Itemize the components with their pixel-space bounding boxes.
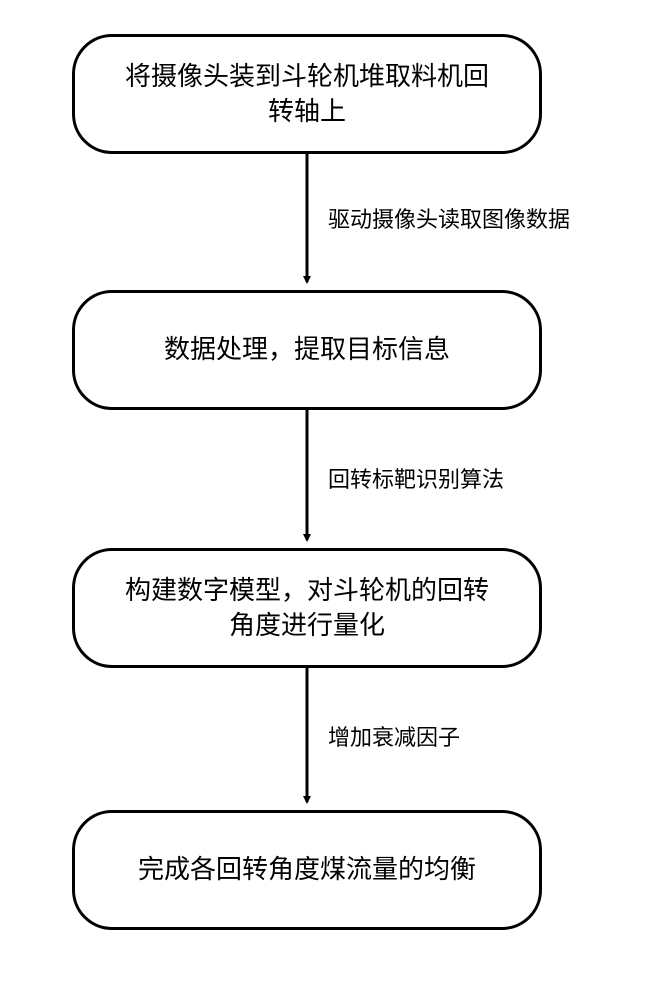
node-4-text: 完成各回转角度煤流量的均衡 (138, 852, 476, 887)
node-2-text: 数据处理，提取目标信息 (164, 332, 450, 367)
edge-1-label: 驱动摄像头读取图像数据 (328, 202, 570, 234)
edge-2-label: 回转标靶识别算法 (328, 462, 504, 494)
node-1: 将摄像头装到斗轮机堆取料机回转轴上 (72, 34, 542, 154)
node-1-text: 将摄像头装到斗轮机堆取料机回转轴上 (125, 59, 489, 129)
node-3-text: 构建数字模型，对斗轮机的回转角度进行量化 (125, 573, 489, 643)
edge-3-label: 增加衰减因子 (328, 720, 460, 752)
node-4: 完成各回转角度煤流量的均衡 (72, 810, 542, 930)
node-3: 构建数字模型，对斗轮机的回转角度进行量化 (72, 548, 542, 668)
flowchart-canvas: 将摄像头装到斗轮机堆取料机回转轴上 数据处理，提取目标信息 构建数字模型，对斗轮… (0, 0, 652, 1000)
node-2: 数据处理，提取目标信息 (72, 290, 542, 410)
